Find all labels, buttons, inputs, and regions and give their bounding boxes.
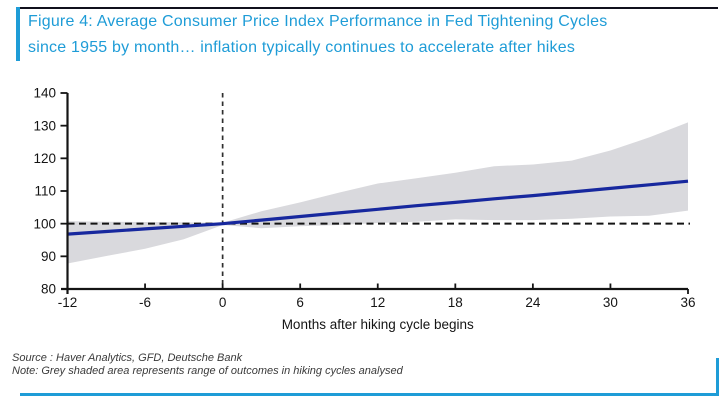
bottom-border-rule (20, 393, 718, 396)
x-tick-label: 24 (525, 295, 541, 310)
note-text: Note: Grey shaded area represents range … (12, 365, 403, 377)
x-tick-label: 36 (680, 295, 695, 310)
top-border-rule (17, 7, 718, 9)
x-tick-label: 30 (603, 295, 618, 310)
x-tick-label: -12 (58, 295, 78, 310)
y-tick-label: 120 (33, 151, 56, 166)
title-accent-bar (16, 7, 20, 61)
y-tick-label: 110 (34, 184, 56, 199)
axes: 80 90 100 110 120 130 140 -12 -6 0 6 12 18 24 30 36 (33, 86, 695, 310)
bottom-right-border-rule (716, 358, 719, 396)
x-tick-label: -6 (139, 295, 151, 310)
figure-title-line1: Figure 4: Average Consumer Price Index P… (28, 13, 608, 30)
y-tick-label: 100 (33, 216, 56, 231)
figure-title: Figure 4: Average Consumer Price Index P… (28, 9, 718, 61)
figure-title-line2: since 1955 by month… inflation typically… (28, 39, 576, 56)
y-tick-label: 90 (41, 249, 56, 264)
x-axis-title: Months after hiking cycle begins (282, 317, 474, 332)
x-tick-label: 0 (219, 295, 227, 310)
y-tick-label: 80 (41, 282, 56, 297)
range-band (67, 122, 688, 264)
x-tick-label: 12 (370, 295, 385, 310)
x-tick-label: 18 (448, 295, 463, 310)
x-tick-label: 6 (296, 295, 304, 310)
source-text: Source : Haver Analytics, GFD, Deutsche … (12, 352, 243, 364)
y-tick-label: 130 (33, 118, 56, 133)
average-cpi-line (67, 179, 689, 236)
y-tick-label: 140 (33, 86, 56, 101)
